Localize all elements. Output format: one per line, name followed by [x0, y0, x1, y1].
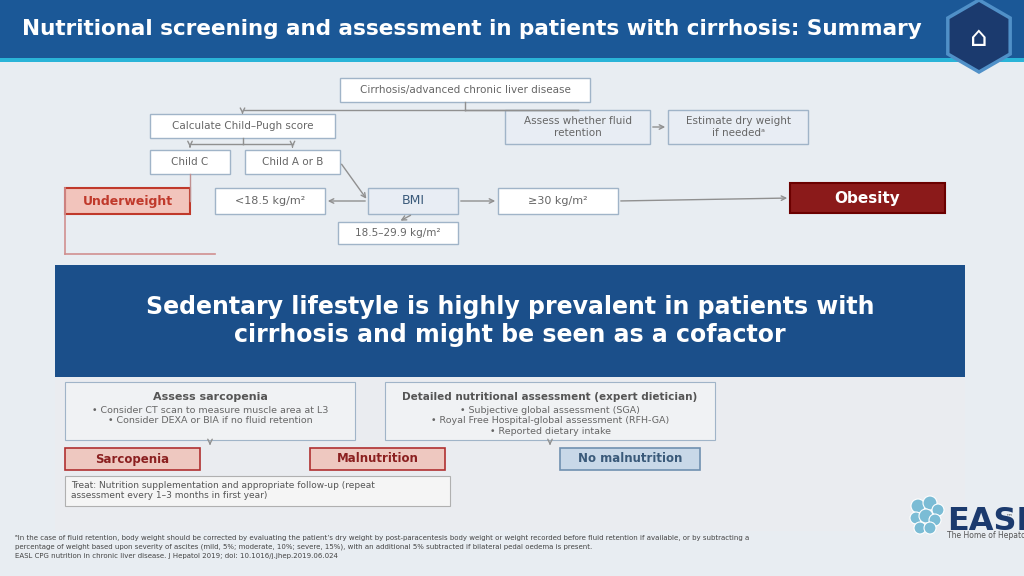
Text: Child C: Child C: [171, 157, 209, 167]
FancyBboxPatch shape: [0, 62, 1024, 576]
FancyBboxPatch shape: [215, 188, 325, 214]
Text: • Consider CT scan to measure muscle area at L3
• Consider DEXA or BIA if no flu: • Consider CT scan to measure muscle are…: [92, 406, 328, 426]
Circle shape: [914, 522, 926, 534]
Text: Obesity: Obesity: [835, 191, 900, 206]
Text: Cirrhosis/advanced chronic liver disease: Cirrhosis/advanced chronic liver disease: [359, 85, 570, 95]
Text: No malnutrition: No malnutrition: [578, 453, 682, 465]
FancyBboxPatch shape: [55, 265, 965, 377]
FancyBboxPatch shape: [368, 188, 458, 214]
Circle shape: [929, 514, 941, 526]
FancyBboxPatch shape: [65, 188, 190, 214]
Text: Underweight: Underweight: [83, 195, 173, 207]
Circle shape: [924, 522, 936, 534]
Circle shape: [910, 512, 922, 524]
Circle shape: [932, 504, 944, 516]
Text: Nutritional screening and assessment in patients with cirrhosis: Summary: Nutritional screening and assessment in …: [22, 19, 922, 39]
Text: Assess sarcopenia: Assess sarcopenia: [153, 392, 267, 402]
FancyBboxPatch shape: [65, 448, 200, 470]
Text: 18.5–29.9 kg/m²: 18.5–29.9 kg/m²: [355, 228, 440, 238]
FancyBboxPatch shape: [245, 150, 340, 174]
FancyBboxPatch shape: [150, 150, 230, 174]
Text: Assess whether fluid
retention: Assess whether fluid retention: [523, 116, 632, 138]
FancyBboxPatch shape: [55, 377, 965, 531]
Text: The Home of Hepatology: The Home of Hepatology: [947, 532, 1024, 540]
Text: Child A or B: Child A or B: [262, 157, 324, 167]
FancyBboxPatch shape: [498, 188, 618, 214]
FancyBboxPatch shape: [0, 58, 1024, 62]
FancyBboxPatch shape: [150, 114, 335, 138]
FancyBboxPatch shape: [65, 476, 450, 506]
FancyBboxPatch shape: [385, 382, 715, 440]
Text: • Subjective global assessment (SGA)
• Royal Free Hospital-global assessment (RF: • Subjective global assessment (SGA) • R…: [431, 406, 669, 436]
FancyBboxPatch shape: [790, 183, 945, 213]
Text: ⌂: ⌂: [970, 24, 988, 52]
Text: <18.5 kg/m²: <18.5 kg/m²: [234, 196, 305, 206]
Text: ≥30 kg/m²: ≥30 kg/m²: [528, 196, 588, 206]
Text: Sedentary lifestyle is highly prevalent in patients with
cirrhosis and might be : Sedentary lifestyle is highly prevalent …: [145, 295, 874, 347]
Text: Malnutrition: Malnutrition: [337, 453, 419, 465]
Text: Treat: Nutrition supplementation and appropriate follow-up (repeat
assessment ev: Treat: Nutrition supplementation and app…: [71, 481, 375, 501]
Text: BMI: BMI: [401, 195, 425, 207]
FancyBboxPatch shape: [560, 448, 700, 470]
FancyBboxPatch shape: [340, 78, 590, 102]
FancyBboxPatch shape: [310, 448, 445, 470]
Text: Sarcopenia: Sarcopenia: [95, 453, 170, 465]
FancyBboxPatch shape: [0, 0, 1024, 58]
FancyBboxPatch shape: [505, 110, 650, 144]
Circle shape: [923, 496, 937, 510]
FancyBboxPatch shape: [338, 222, 458, 244]
Text: Estimate dry weight
if neededᵃ: Estimate dry weight if neededᵃ: [685, 116, 791, 138]
Text: percentage of weight based upon severity of ascites (mild, 5%; moderate, 10%; se: percentage of weight based upon severity…: [15, 544, 592, 551]
Text: Detailed nutritional assessment (expert dietician): Detailed nutritional assessment (expert …: [402, 392, 697, 402]
Text: ™: ™: [1006, 513, 1013, 519]
Polygon shape: [948, 0, 1011, 72]
Text: EASL: EASL: [947, 506, 1024, 537]
Circle shape: [919, 509, 933, 523]
Text: EASL CPG nutrition in chronic liver disease. J Hepatol 2019; doi: 10.1016/j.jhep: EASL CPG nutrition in chronic liver dise…: [15, 553, 338, 559]
Text: ᵃIn the case of fluid retention, body weight should be corrected by evaluating t: ᵃIn the case of fluid retention, body we…: [15, 535, 750, 541]
Circle shape: [911, 499, 925, 513]
Text: Calculate Child–Pugh score: Calculate Child–Pugh score: [172, 121, 313, 131]
FancyBboxPatch shape: [65, 382, 355, 440]
FancyBboxPatch shape: [668, 110, 808, 144]
